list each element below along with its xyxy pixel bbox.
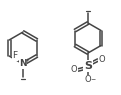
Text: O: O [85, 76, 91, 84]
Text: O: O [99, 55, 105, 63]
Text: −: − [90, 76, 96, 82]
Text: N: N [19, 59, 27, 68]
Text: O: O [71, 65, 77, 74]
Text: F: F [13, 51, 18, 61]
Text: +: + [25, 58, 29, 63]
Text: S: S [84, 61, 92, 71]
